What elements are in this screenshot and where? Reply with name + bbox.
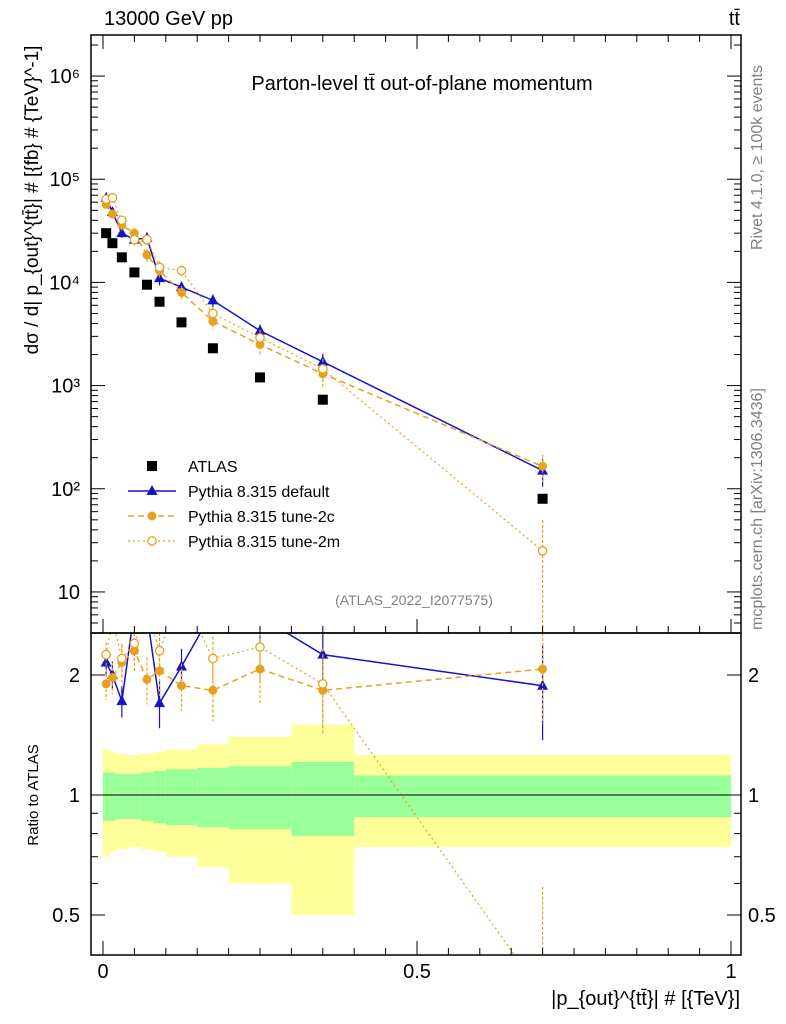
process-label: tt̄ — [729, 8, 741, 30]
ratio-point — [208, 685, 218, 695]
band-inner-bin — [128, 773, 141, 820]
y-tick-label: 10⁵ — [49, 169, 80, 191]
ratio-point — [116, 695, 128, 706]
data-point — [116, 252, 127, 263]
data-point — [208, 316, 218, 326]
legend-marker — [147, 511, 157, 521]
data-point — [176, 281, 187, 292]
y-tick-label: 10³ — [51, 376, 80, 398]
uncertainty-bands — [91, 724, 741, 915]
ratio-point — [538, 664, 548, 674]
data-point — [176, 317, 187, 328]
band-inner-bin — [109, 772, 116, 822]
chart-title: Parton-level tt̄ out-of-plane momentum — [251, 73, 592, 95]
data-point — [177, 287, 186, 297]
band-inner-bin — [140, 772, 154, 822]
data-point — [142, 234, 152, 245]
data-point — [129, 234, 140, 245]
band-inner-bin — [103, 772, 110, 822]
analysis-id: (ATLAS_2022_I2077575) — [335, 592, 493, 608]
data-point — [142, 250, 152, 260]
y-tick-label: 10⁶ — [50, 66, 80, 88]
band-inner-bin — [115, 773, 129, 820]
ratio-tick-label: 2 — [69, 665, 80, 687]
legend-label: Pythia 8.315 tune-2m — [188, 534, 340, 551]
x-tick-label: 0.5 — [403, 961, 431, 983]
data-point — [154, 262, 165, 273]
y-tick-label: 10⁴ — [49, 272, 80, 294]
ratio-point — [317, 679, 328, 689]
data-point — [176, 265, 187, 276]
data-point — [255, 333, 265, 343]
band-inner-bin — [197, 767, 229, 828]
data-point — [208, 308, 218, 319]
ratio-tick-label-right: 1 — [748, 785, 759, 807]
ratio-point — [142, 674, 152, 684]
data-point — [141, 279, 152, 290]
rivet-version-label: Rivet 4.1.0, ≥ 100k events — [749, 65, 766, 250]
ratio-point — [177, 681, 186, 691]
data-point — [207, 294, 219, 305]
data-point — [129, 267, 140, 278]
legend-marker — [147, 461, 157, 471]
data-point — [154, 296, 165, 307]
main-series-layer — [100, 191, 549, 633]
legend-label: Pythia 8.315 tune-2c — [188, 509, 335, 526]
ratio-point — [154, 645, 165, 656]
data-point — [207, 343, 218, 354]
ratio-point — [129, 638, 140, 649]
data-point — [101, 228, 112, 239]
ratio-series-layer — [100, 633, 549, 955]
ratio-point — [154, 697, 166, 708]
series-line — [105, 204, 543, 468]
data-point — [537, 493, 548, 504]
ratio-y-axis-label: Ratio to ATLAS — [25, 744, 42, 845]
x-tick-label: 1 — [725, 961, 736, 983]
data-point — [537, 546, 548, 556]
ratio-point — [317, 648, 329, 659]
data-point — [107, 193, 118, 203]
band-inner-bin — [153, 770, 166, 824]
x-axis-label: |p_{out}^{tt̄}| # [{TeV}] — [551, 988, 740, 1010]
legend-label: ATLAS — [188, 459, 238, 476]
legend-marker — [146, 485, 158, 495]
axes-layer: 0 0.5 1 10 10² 10³ 10⁴ 10⁵ 10⁶ 0.5 0.5 1 1 2 2 — [49, 35, 776, 983]
data-point — [255, 340, 265, 350]
legend-marker — [147, 536, 157, 546]
legend: ATLAS Pythia 8.315 default Pythia 8.315 tu… — [128, 459, 340, 551]
ratio-point — [255, 642, 265, 652]
series-line — [105, 197, 543, 472]
energy-label: 13000 GeV pp — [104, 8, 233, 30]
ratio-point — [116, 653, 127, 664]
legend-label: Pythia 8.315 default — [188, 484, 330, 501]
y-tick-label: 10 — [58, 582, 80, 604]
y-tick-label: 10² — [51, 479, 80, 501]
ratio-tick-label: 1 — [69, 785, 80, 807]
data-point — [317, 364, 328, 374]
ratio-tick-label-right: 0.5 — [748, 905, 776, 927]
band-inner-bin — [291, 761, 355, 836]
data-point — [116, 227, 128, 238]
ratio-point — [100, 656, 112, 667]
band-inner-bin — [228, 766, 292, 830]
data-point — [538, 461, 548, 471]
mcplots-label: mcplots.cern.ch [arXiv:1306.3436] — [749, 388, 766, 630]
data-point — [255, 372, 265, 383]
ratio-tick-label-right: 2 — [748, 665, 759, 687]
data-point — [107, 209, 117, 219]
ratio-point — [101, 649, 111, 660]
x-tick-label: 0 — [97, 961, 108, 983]
ratio-point — [107, 673, 117, 683]
data-point — [107, 238, 118, 249]
band-inner-bin — [165, 769, 198, 826]
ratio-point — [208, 653, 218, 664]
data-point — [116, 215, 127, 226]
band-inner-bin — [354, 775, 731, 818]
data-point — [317, 394, 328, 405]
ratio-tick-label: 0.5 — [52, 905, 80, 927]
ratio-plot-frame — [90, 632, 742, 956]
y-axis-label: dσ / d| p_{out}^{tt̄}| # [{fb} # {TeV}^-… — [22, 46, 43, 355]
ratio-point — [101, 679, 111, 689]
